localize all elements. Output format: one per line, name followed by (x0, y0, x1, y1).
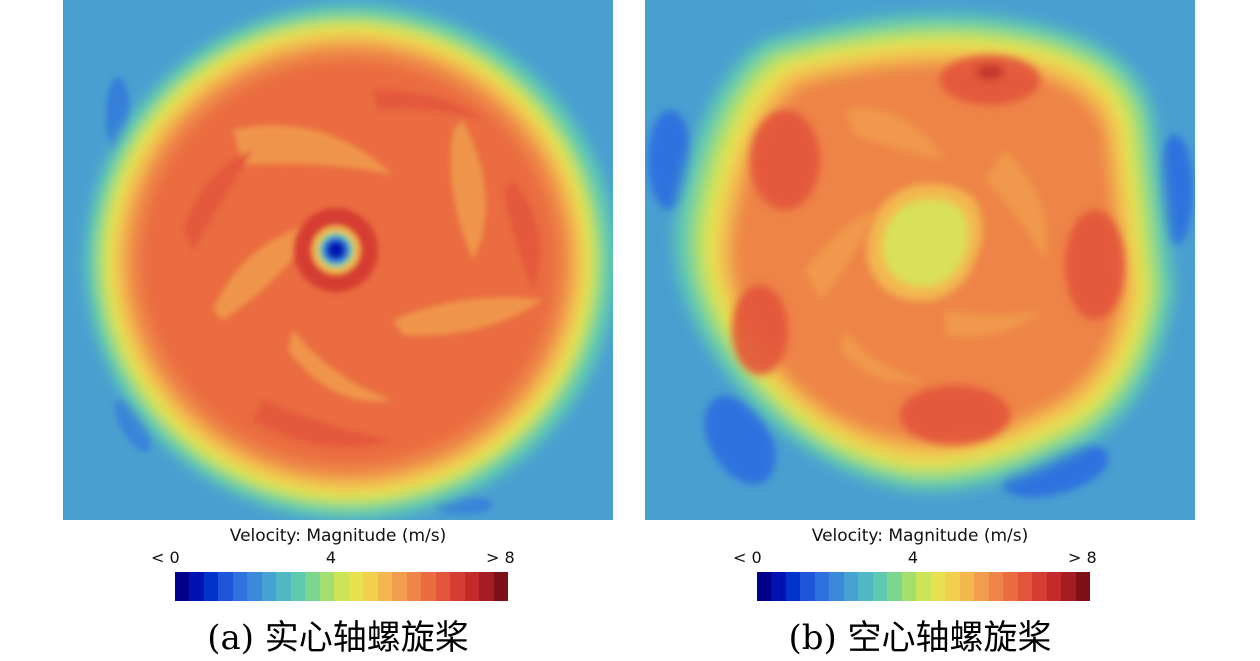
colorbar-swatch (814, 572, 830, 601)
high-speed-lobe (900, 385, 1010, 445)
colorbar-swatch (1032, 572, 1047, 601)
outer-low-region (114, 398, 152, 452)
colorbar-swatch (464, 572, 480, 601)
colorbar-swatch (392, 572, 407, 601)
colorbar-swatch (319, 572, 335, 601)
colorbar-swatch (829, 572, 844, 601)
outer-low-region (704, 395, 776, 485)
velocity-contour-plot-a (63, 0, 613, 520)
colorbar-swatch (261, 572, 277, 601)
outer-low-region (805, 0, 885, 14)
swirl-arm (503, 180, 540, 290)
colorbar-swatch (945, 572, 960, 601)
colorbar-tick-min: < 0 (733, 548, 762, 567)
colorbar-swatch (1075, 572, 1091, 601)
high-speed-lobe (750, 110, 820, 210)
colorbar-swatch (988, 572, 1004, 601)
colorbar-swatch (800, 572, 815, 601)
high-speed-lobe (976, 64, 1004, 80)
colorbar-swatch (974, 572, 989, 601)
swirl-arm (288, 330, 393, 402)
outer-low-region (648, 110, 692, 210)
colorbar-tick-max: > 8 (486, 548, 515, 567)
colorbar-swatch (872, 572, 888, 601)
colorbar-swatch (435, 572, 451, 601)
colorbar-swatch (218, 572, 233, 601)
colorbar-swatch (450, 572, 465, 601)
colorbar-swatch (189, 572, 204, 601)
colorbar-tick-mid: 4 (325, 548, 337, 567)
colorbar-swatch (305, 572, 320, 601)
colorbar-swatch (771, 572, 786, 601)
swirl-arm (805, 210, 875, 300)
panel-a: Velocity: Magnitude (m/s) < 0 4 > 8 (a) … (63, 0, 613, 658)
colorbar-swatch (901, 572, 917, 601)
swirl-arm (840, 330, 925, 382)
swirl-arm (373, 90, 483, 120)
colorbar-swatch (348, 572, 364, 601)
colorbar-swatch (843, 572, 859, 601)
colorbar-swatch (232, 572, 248, 601)
colorbar-tick-mid: 4 (907, 548, 919, 567)
swirl-arm (393, 297, 543, 336)
colorbar-swatch (1003, 572, 1018, 601)
center-region-core (882, 199, 968, 287)
colorbar-tick-min: < 0 (151, 548, 180, 567)
colorbar (757, 572, 1091, 601)
colorbar-swatch (916, 572, 931, 601)
colorbar-swatch (785, 572, 801, 601)
colorbar-swatch (247, 572, 262, 601)
colorbar-swatch (930, 572, 946, 601)
swirl-arm (233, 125, 393, 175)
panel-b: Velocity: Magnitude (m/s) < 0 4 > 8 (b) … (645, 0, 1195, 658)
colorbar-swatch (363, 572, 378, 601)
colorbar-swatch (377, 572, 393, 601)
legend-title: Velocity: Magnitude (m/s) (811, 526, 1029, 546)
colorbar-swatch (959, 572, 975, 601)
caption: (b) 空心轴螺旋桨 (788, 618, 1052, 658)
colorbar-swatch (887, 572, 902, 601)
high-speed-lobe (732, 285, 788, 375)
colorbar-tick-max: > 8 (1068, 548, 1097, 567)
colorbar-swatch (757, 572, 772, 601)
swirl-arm (183, 150, 253, 250)
colorbar-swatch (334, 572, 349, 601)
colorbar-swatch (1017, 572, 1033, 601)
colorbar-swatch (421, 572, 436, 601)
colorbar-swatch (858, 572, 873, 601)
colorbar-swatch (290, 572, 306, 601)
caption: (a) 实心轴螺旋桨 (207, 618, 469, 658)
colorbar-swatch (175, 572, 190, 601)
swirl-arm (450, 120, 486, 260)
high-speed-lobe (1065, 210, 1125, 320)
colorbar-swatch (203, 572, 219, 601)
colorbar-swatch (479, 572, 494, 601)
colorbar-swatch (1061, 572, 1076, 601)
colorbar (175, 572, 509, 601)
swirl-arm (253, 400, 393, 447)
swirl-arm (945, 310, 1045, 338)
legend-title: Velocity: Magnitude (m/s) (229, 526, 447, 546)
swirl-arm (845, 108, 945, 160)
colorbar-swatch (1046, 572, 1062, 601)
colorbar-swatch (493, 572, 509, 601)
swirl-arm (985, 150, 1047, 260)
colorbar-swatch (406, 572, 422, 601)
velocity-contour-plot-b (645, 0, 1195, 520)
colorbar-swatch (276, 572, 291, 601)
hub-core (327, 241, 345, 259)
